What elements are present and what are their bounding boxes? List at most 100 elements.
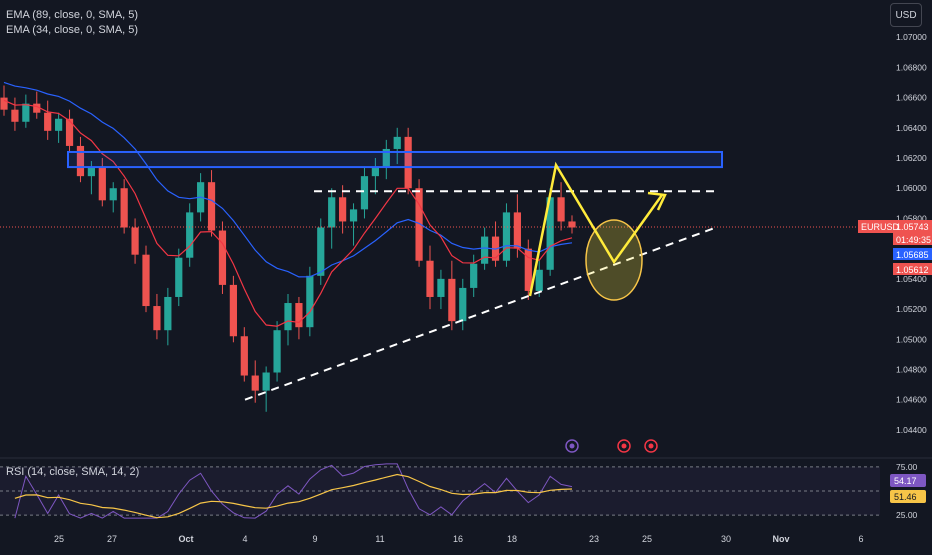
- event-dot: [648, 443, 654, 449]
- last-price-badge-bg: [858, 220, 932, 233]
- candle-body: [415, 188, 423, 261]
- time-tick-label: 9: [312, 534, 317, 544]
- time-tick-label: 18: [507, 534, 517, 544]
- price-tick-label: 1.06400: [896, 123, 927, 133]
- candle-body: [317, 227, 325, 276]
- candle-body: [339, 197, 347, 222]
- candle-body: [328, 197, 336, 228]
- candle-body: [65, 118, 74, 146]
- candle-body: [273, 330, 281, 373]
- candle-body: [207, 182, 216, 231]
- ema-slow-line: [3, 81, 573, 278]
- candle-body: [502, 212, 511, 261]
- price-tick-label: 1.06800: [896, 62, 927, 72]
- ema-slow-badge: 1.05685: [896, 250, 929, 260]
- projection-arrowhead: [647, 191, 667, 211]
- candle-body: [524, 248, 532, 291]
- candle-body: [87, 167, 95, 177]
- price-tick-label: 1.06000: [896, 183, 927, 193]
- rsi-value-bg: [890, 474, 926, 487]
- price-tick-label: 1.06600: [896, 93, 927, 103]
- rsi-ma-badge: 51.46: [894, 492, 917, 502]
- price-tick-label: 1.06200: [896, 153, 927, 163]
- candle-body: [229, 284, 237, 337]
- price-axis[interactable]: 1.07000 1.06800 1.06600 1.06400 1.06200 1.060…: [858, 32, 932, 435]
- candle-body: [404, 136, 412, 189]
- candle-body: [557, 197, 565, 222]
- candle-body: [120, 188, 128, 228]
- price-tick-label: 1.05800: [896, 213, 927, 223]
- ema-fast-badge: 1.05612: [896, 265, 929, 275]
- price-tick-label: 1.07000: [896, 32, 927, 42]
- candle-body: [218, 230, 227, 285]
- countdown-bg: [893, 233, 932, 245]
- time-tick-label: 25: [54, 534, 64, 544]
- candle-body: [44, 112, 52, 131]
- time-tick-label: 4: [242, 534, 247, 544]
- currency-button[interactable]: USD: [890, 3, 922, 27]
- event-dot: [569, 443, 575, 449]
- time-tick-label: 6: [858, 534, 863, 544]
- price-tick-label: 1.05400: [896, 274, 927, 284]
- rsi-line: [14, 463, 573, 519]
- rsi-legend[interactable]: RSI (14, close, SMA, 14, 2): [6, 466, 140, 478]
- candle-body: [76, 145, 85, 177]
- event-flag-icon: [617, 439, 631, 453]
- price-tick-label: 1.04800: [896, 364, 927, 374]
- rsi-ma-line: [14, 473, 573, 519]
- rsi-tick-label: 25.00: [896, 510, 918, 520]
- candle-body: [382, 148, 390, 168]
- lightning-icon: [565, 439, 579, 453]
- time-axis[interactable]: 25 27 Oct 4 9 11 16 18 23 25 30 Nov 6: [54, 534, 864, 544]
- price-tick-label: 1.04400: [896, 425, 927, 435]
- candle-body: [22, 103, 30, 122]
- time-tick-label: Oct: [178, 534, 193, 544]
- rsi-pane[interactable]: 75.00 25.00 54.17 51.46: [0, 462, 926, 520]
- time-tick-label: 16: [453, 534, 463, 544]
- candle-body: [360, 176, 369, 210]
- candle-body: [98, 167, 106, 201]
- drawings[interactable]: [0, 150, 860, 453]
- candle-body: [349, 209, 358, 222]
- price-tick-label: 1.04600: [896, 395, 927, 405]
- rsi-tick-label: 75.00: [896, 462, 918, 472]
- ema-fast-legend[interactable]: EMA (34, close, 0, SMA, 5): [6, 24, 139, 36]
- candle-body: [164, 296, 172, 331]
- last-price-badge: 1.05743: [896, 222, 929, 232]
- time-tick-label: Nov: [772, 534, 789, 544]
- candle-body: [142, 254, 150, 307]
- candle-body: [153, 306, 161, 331]
- candle-body: [33, 103, 41, 113]
- candle-body: [109, 188, 117, 201]
- candle-body: [481, 236, 489, 264]
- candle-body: [513, 212, 521, 249]
- time-tick-label: 30: [721, 534, 731, 544]
- ema-slow-badge-bg: [893, 248, 932, 260]
- candle-body: [459, 287, 467, 322]
- candle-body: [448, 278, 456, 322]
- candle-body: [371, 167, 379, 177]
- candle-body: [470, 263, 478, 288]
- candle-body: [437, 278, 445, 297]
- time-tick-label: 23: [589, 534, 599, 544]
- candle-body: [284, 303, 292, 331]
- candle-body: [55, 118, 63, 131]
- candle-body: [535, 269, 543, 291]
- ema-slow-legend[interactable]: EMA (89, close, 0, SMA, 5): [6, 9, 139, 21]
- candle-body: [251, 375, 259, 391]
- time-tick-label: 11: [375, 534, 384, 544]
- candle-body: [175, 257, 183, 297]
- time-tick-label: 27: [107, 534, 117, 544]
- time-tick-label: 25: [642, 534, 652, 544]
- candles: [0, 85, 576, 412]
- price-tick-label: 1.05000: [896, 334, 927, 344]
- symbol-badge: EURUSD: [861, 222, 900, 232]
- rsi-ma-bg: [890, 490, 926, 503]
- price-tick-label: 1.05200: [896, 304, 927, 314]
- candle-body: [240, 336, 248, 376]
- projection-path: [528, 161, 664, 297]
- event-flag-icon: [644, 439, 658, 453]
- candle-body: [11, 109, 19, 122]
